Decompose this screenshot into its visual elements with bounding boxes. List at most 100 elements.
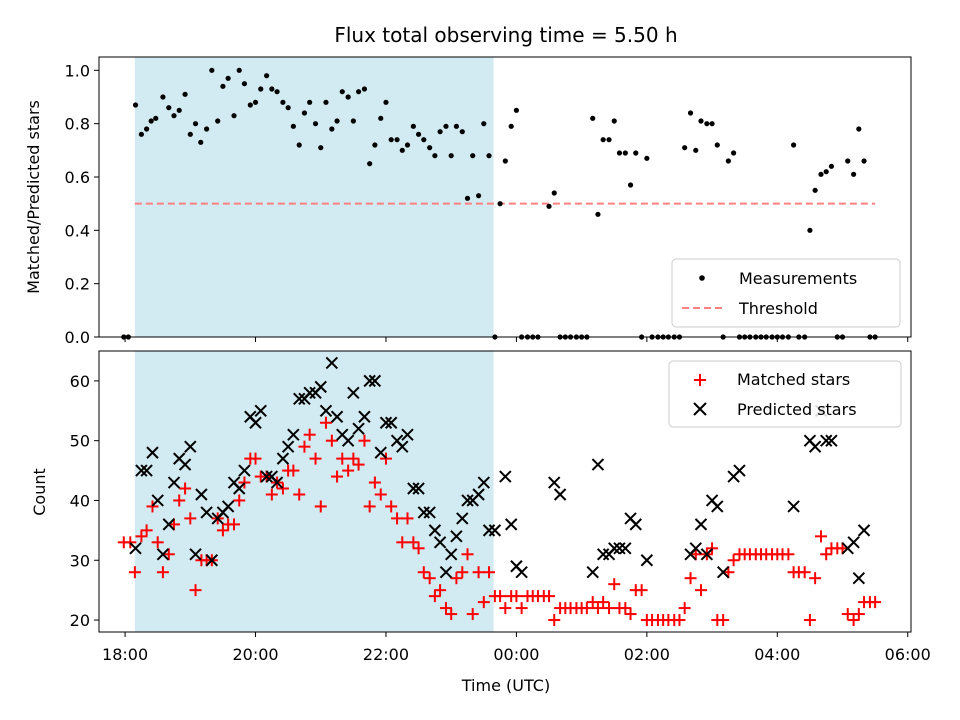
matched-star-point [608, 578, 621, 591]
matched-star-point [798, 566, 811, 579]
matched-star-point [385, 500, 398, 513]
measurement-point [225, 75, 231, 81]
measurement-point [497, 201, 503, 207]
measurement-point [551, 190, 557, 196]
matched-star-point [510, 590, 523, 603]
predicted-star-point [640, 554, 654, 567]
predicted-star-point [857, 524, 871, 537]
measurement-point [513, 107, 520, 113]
top-y-tick-label: 0.6 [65, 168, 90, 187]
measurement-point [470, 153, 476, 159]
predicted-star-point [417, 506, 431, 519]
predicted-star-point [711, 500, 724, 513]
matched-star-point [684, 572, 697, 585]
predicted-star-point [368, 374, 382, 388]
measurement-point [856, 126, 862, 132]
matched-star-point [265, 488, 278, 501]
bottom-legend: Matched stars Predicted stars [668, 360, 902, 428]
matched-star-point [401, 512, 414, 525]
measurement-point [144, 126, 150, 132]
predicted-star-point [608, 542, 621, 555]
matched-star-point [309, 452, 322, 465]
predicted-star-point [281, 440, 295, 453]
measurement-point [345, 94, 351, 100]
predicted-star-point [156, 548, 170, 561]
predicted-star-point [716, 566, 730, 579]
measurement-point [818, 171, 824, 177]
matched-star-point [128, 566, 141, 579]
measurement-point [372, 142, 378, 148]
measurement-point [443, 123, 449, 129]
matched-star-point [156, 566, 169, 579]
chart-title: Flux total observing time = 5.50 h [334, 23, 677, 47]
bottom-legend-box [668, 360, 902, 428]
measurement-point [595, 211, 601, 217]
measurement-point [290, 123, 296, 129]
matched-star-point [184, 512, 197, 525]
matched-star-point [456, 566, 469, 579]
predicted-star-point [433, 536, 447, 549]
measurement-point [301, 110, 308, 116]
measurement-point [823, 169, 829, 175]
measurement-point [285, 105, 291, 111]
measurement-point [616, 150, 623, 156]
matched-star-point [298, 440, 311, 453]
matched-star-point [624, 608, 637, 621]
predicted-star-point [808, 440, 822, 453]
matched-star-point [439, 602, 452, 615]
bottom-y-tick-label: 60 [70, 372, 90, 391]
matched-star-point [135, 530, 148, 543]
matched-star-point [358, 434, 371, 447]
measurement-point [693, 147, 699, 153]
predicted-star-point [401, 428, 414, 441]
bottom-plot-frame [98, 350, 912, 633]
matched-star-point [450, 572, 463, 585]
matched-star-point [494, 590, 507, 603]
measurement-point [709, 121, 715, 127]
matched-star-point [233, 494, 246, 507]
predicted-star-point [423, 506, 436, 519]
measurement-point [171, 113, 177, 119]
measurement-point [252, 99, 259, 105]
predicted-star-point [293, 392, 306, 406]
predicted-star-point [733, 464, 746, 477]
measurement-point [453, 123, 460, 129]
measurement-point [209, 67, 215, 73]
matched-star-point [803, 614, 816, 627]
measurement-point [383, 99, 389, 105]
predicted-star-point [591, 458, 605, 471]
measurement-point [274, 89, 280, 95]
measurement-point [307, 99, 313, 105]
top-y-ticks: 0.0 0.2 0.4 0.6 0.8 1.0 [65, 61, 99, 347]
predicted-star-point [195, 488, 208, 501]
measurement-point [198, 139, 204, 145]
predicted-star-point [694, 518, 708, 531]
predicted-star-point [146, 446, 159, 459]
measurement-point [481, 121, 487, 127]
predicted-star-point [189, 548, 202, 561]
matched-star-point [586, 596, 599, 609]
predicted-star-point [787, 500, 800, 513]
matched-star-point [694, 584, 707, 597]
x-tick-label: 22:00 [363, 645, 409, 664]
matched-star-point [363, 500, 376, 513]
legend-matched-marker [694, 374, 706, 386]
matched-star-point [619, 602, 632, 615]
predicted-star-point [596, 548, 610, 561]
predicted-star-point [363, 374, 376, 388]
predicted-star-point [221, 500, 235, 513]
matched-star-point [466, 608, 479, 621]
top-legend-box [671, 258, 901, 328]
predicted-star-point [314, 380, 327, 394]
measurement-point [851, 171, 857, 177]
predicted-star-point [439, 566, 453, 579]
top-legend: Measurements Threshold [671, 258, 901, 328]
measurement-point [427, 145, 433, 151]
top-y-tick-label: 0.0 [65, 328, 90, 347]
measurement-point [459, 129, 465, 135]
measurement-point [730, 150, 737, 156]
matched-star-point [293, 488, 306, 501]
top-y-tick-label: 0.2 [65, 275, 90, 294]
measurement-point [845, 158, 851, 164]
measurement-point [600, 137, 606, 143]
